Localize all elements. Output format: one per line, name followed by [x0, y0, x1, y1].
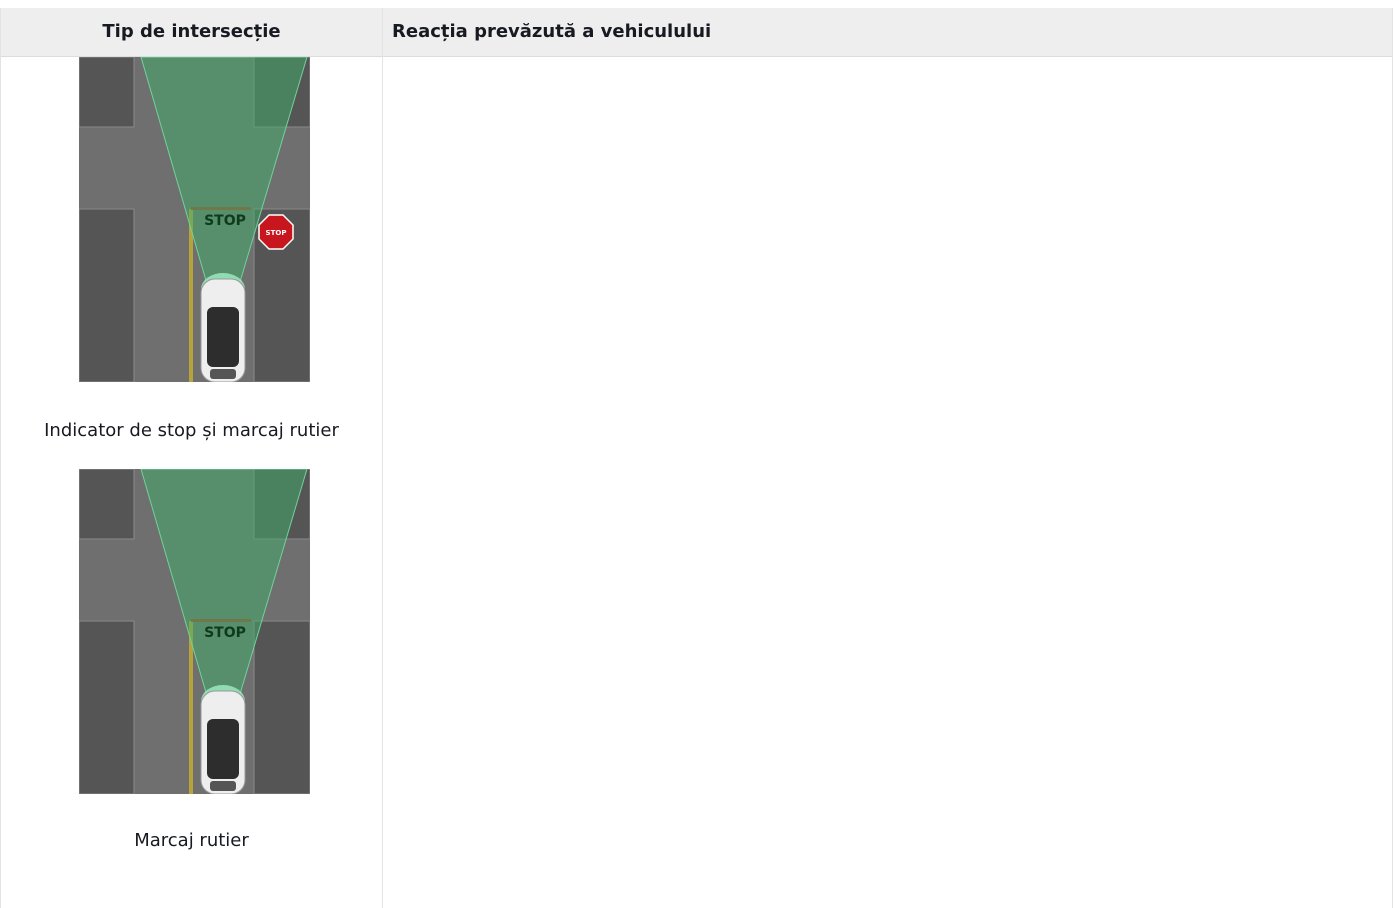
stop-sign: STOP: [266, 229, 287, 237]
table-header: Tip de intersecție Reacția prevăzută a v…: [1, 8, 1392, 57]
intersection-illustration: STOP: [79, 469, 310, 794]
road-marking: STOP: [204, 625, 246, 641]
intersection-illustration: STOP STOP: [79, 57, 310, 382]
caption: Indicator de stop și marcaj rutier: [44, 420, 339, 441]
road-marking: STOP: [204, 213, 246, 229]
column-header: Reacția prevăzută a vehiculului: [392, 21, 712, 42]
caption: Marcaj rutier: [134, 830, 249, 851]
column-divider: [382, 8, 383, 908]
table: Tip de intersecție Reacția prevăzută a v…: [0, 8, 1393, 908]
column-header: Tip de intersecție: [102, 21, 281, 42]
page: Tip de intersecție Reacția prevăzută a v…: [0, 8, 1393, 908]
